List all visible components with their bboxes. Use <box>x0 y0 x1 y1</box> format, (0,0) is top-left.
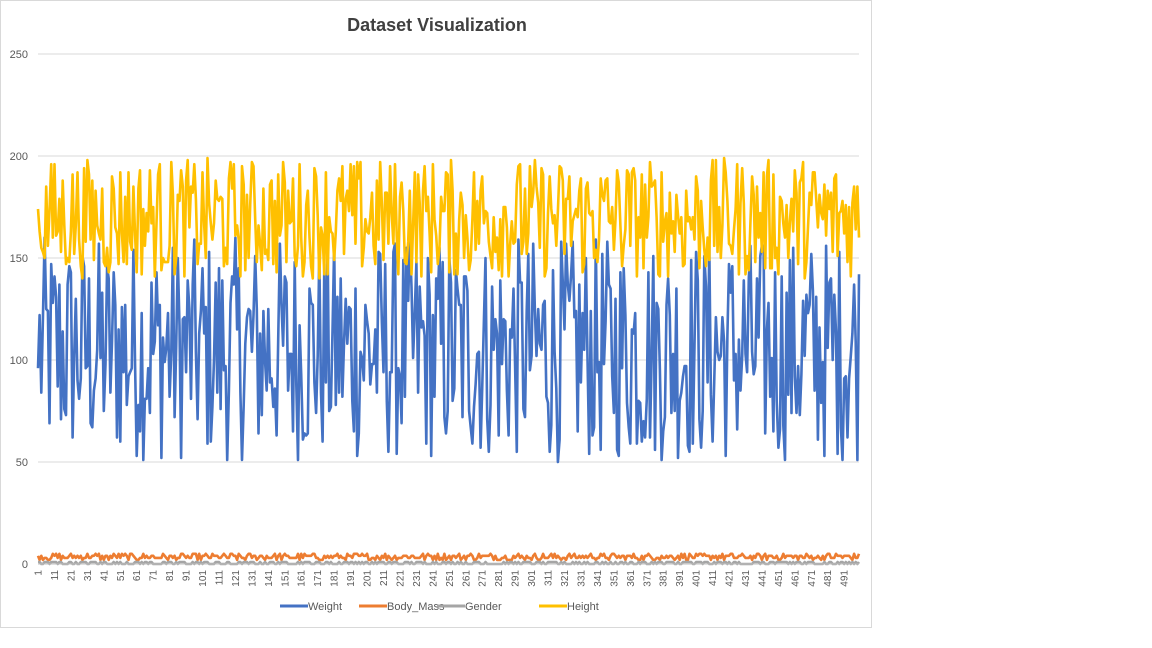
x-tick-label: 51 <box>116 570 127 582</box>
legend-label-body-mass: Body_Mass <box>387 601 445 613</box>
x-tick-label: 111 <box>215 570 226 586</box>
x-tick-label: 251 <box>445 570 456 587</box>
x-tick-label: 401 <box>692 570 703 587</box>
x-tick-label: 451 <box>774 570 785 587</box>
x-tick-label: 141 <box>264 570 275 587</box>
x-tick-label: 421 <box>725 570 736 587</box>
x-tick-label: 151 <box>280 570 291 587</box>
legend-label-height: Height <box>567 601 599 613</box>
chart-title: Dataset Visualization <box>347 15 527 35</box>
x-tick-label: 271 <box>478 570 489 587</box>
x-tick-label: 41 <box>99 570 110 582</box>
x-tick-label: 121 <box>231 570 242 587</box>
x-tick-label: 181 <box>330 570 341 587</box>
x-tick-label: 431 <box>741 570 752 587</box>
series-line-weight <box>36 236 861 464</box>
y-tick-label: 150 <box>10 253 28 265</box>
y-tick-label: 200 <box>10 151 28 163</box>
x-tick-label: 311 <box>544 570 555 586</box>
x-tick-label: 71 <box>149 570 160 582</box>
x-tick-label: 441 <box>757 570 768 587</box>
x-tick-label: 161 <box>297 570 308 587</box>
x-tick-label: 261 <box>461 570 472 587</box>
y-tick-label: 0 <box>22 559 28 571</box>
x-tick-label: 281 <box>494 570 505 587</box>
series-line-height <box>36 156 861 280</box>
x-tick-label: 411 <box>708 570 719 586</box>
legend: Weight Body_Mass Gender Height <box>280 601 599 613</box>
x-tick-label: 211 <box>379 570 390 586</box>
x-tick-label: 471 <box>807 570 818 587</box>
y-axis: 0 50 100 150 200 250 <box>10 49 28 571</box>
y-tick-label: 250 <box>10 49 28 61</box>
x-tick-label: 21 <box>66 570 77 582</box>
x-tick-label: 61 <box>132 570 143 582</box>
x-tick-label: 371 <box>642 570 653 587</box>
x-tick-label: 1 <box>34 570 45 576</box>
x-tick-label: 241 <box>428 570 439 587</box>
x-tick-label: 91 <box>182 570 193 582</box>
x-tick-label: 461 <box>790 570 801 587</box>
x-tick-label: 361 <box>626 570 637 587</box>
x-tick-label: 321 <box>560 570 571 587</box>
legend-label-weight: Weight <box>308 601 342 613</box>
x-tick-label: 351 <box>609 570 620 587</box>
x-tick-label: 231 <box>412 570 423 587</box>
x-tick-label: 131 <box>247 570 258 587</box>
x-tick-label: 11 <box>50 570 61 581</box>
x-tick-label: 81 <box>165 570 176 582</box>
x-tick-label: 391 <box>675 570 686 587</box>
x-tick-label: 301 <box>527 570 538 587</box>
y-tick-label: 100 <box>10 355 28 367</box>
series-line-body-mass <box>36 552 861 562</box>
plot-area <box>36 156 861 566</box>
x-tick-label: 291 <box>511 570 522 587</box>
x-tick-label: 491 <box>840 570 851 587</box>
legend-label-gender: Gender <box>465 601 502 613</box>
x-tick-label: 201 <box>363 570 374 587</box>
x-tick-label: 221 <box>396 570 407 587</box>
x-tick-label: 481 <box>823 570 834 587</box>
x-axis: 1 11 21 31 41 51 61 71 81 91 101 111 121 131 141 151 161… <box>34 563 859 587</box>
x-tick-label: 101 <box>198 570 209 587</box>
x-tick-label: 171 <box>313 570 324 587</box>
x-tick-label: 191 <box>346 570 357 587</box>
x-tick-label: 381 <box>659 570 670 587</box>
x-tick-label: 31 <box>83 570 94 582</box>
x-tick-label: 331 <box>576 570 587 587</box>
x-tick-label: 341 <box>593 570 604 587</box>
y-tick-label: 50 <box>16 457 28 469</box>
